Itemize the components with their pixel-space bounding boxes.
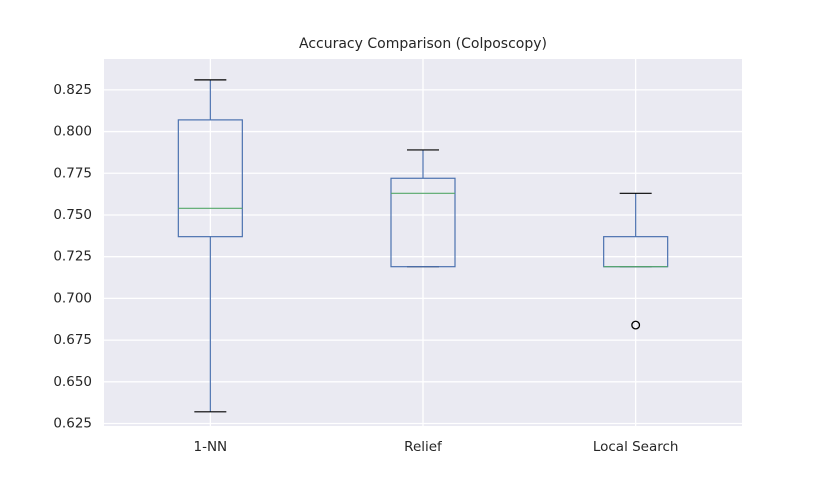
y-tick-label: 0.725 [53,249,92,265]
iqr-box [390,177,456,268]
y-tick-label: 0.825 [53,82,92,98]
x-axis-tick-labels: 1-NN Relief Local Search [193,439,678,455]
y-tick-label: 0.650 [53,374,92,390]
y-tick-label: 0.625 [53,415,92,431]
y-tick-label: 0.700 [53,290,92,306]
x-tick-label: Relief [404,439,443,455]
x-tick-label: 1-NN [193,439,227,455]
iqr-box [177,119,243,238]
boxes-layer [177,79,669,413]
box-group [390,149,456,268]
y-tick-label: 0.800 [53,124,92,140]
chart-title: Accuracy Comparison (Colposcopy) [299,36,547,52]
outlier-point [631,320,641,330]
y-tick-label: 0.750 [53,207,92,223]
y-tick-label: 0.675 [53,332,92,348]
y-axis-tick-labels: 0.625 0.650 0.675 0.700 0.725 0.750 0.775 0.800… [53,82,92,432]
x-tick-label: Local Search [593,439,679,455]
box-group [177,79,243,413]
box-group [603,192,669,330]
y-tick-label: 0.775 [53,165,92,181]
